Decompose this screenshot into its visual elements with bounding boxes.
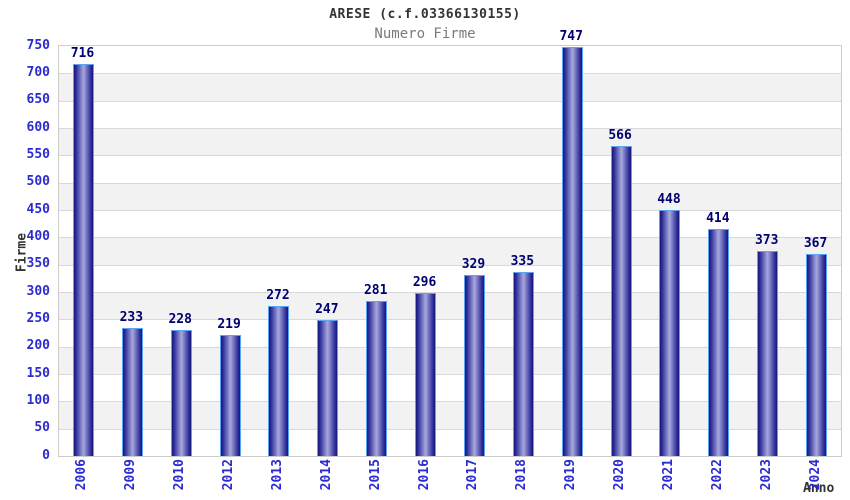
- bar-value-label: 335: [510, 253, 535, 269]
- gridline: [59, 155, 841, 156]
- x-tick-label: 2020: [612, 459, 628, 491]
- y-tick-label: 350: [26, 256, 50, 272]
- bar-value-label: 233: [119, 309, 144, 325]
- bar-2015: [366, 301, 388, 456]
- gridline: [59, 101, 841, 102]
- bar-2021: [659, 210, 681, 456]
- bar-2006: [72, 63, 94, 456]
- x-tick-label: 2016: [416, 459, 432, 491]
- x-tick-label: 2015: [367, 459, 383, 491]
- x-tick-label: 2012: [221, 459, 237, 491]
- plot-band: [59, 128, 841, 156]
- y-tick-label: 100: [26, 392, 50, 408]
- y-tick-label: 0: [42, 447, 50, 463]
- gridline: [59, 183, 841, 184]
- bar-value-label: 367: [803, 236, 828, 252]
- x-tick-label: 2009: [123, 459, 139, 491]
- y-tick-label: 650: [26, 92, 50, 108]
- y-tick-label: 500: [26, 174, 50, 190]
- x-tick-label: 2010: [172, 459, 188, 491]
- x-tick-label: 2021: [660, 459, 676, 491]
- y-tick-label: 200: [26, 338, 50, 354]
- x-tick-label: 2017: [465, 459, 481, 491]
- gridline: [59, 374, 841, 375]
- bar-value-label: 228: [168, 312, 192, 328]
- bar-value-label: 747: [559, 28, 583, 44]
- bar-value-label: 414: [706, 210, 730, 226]
- gridline: [59, 429, 841, 430]
- bar-value-label: 219: [217, 317, 241, 333]
- plot-band: [59, 46, 841, 74]
- gridline: [59, 347, 841, 348]
- bar-2022: [708, 228, 730, 456]
- bar-2016: [415, 293, 437, 456]
- y-tick-label: 300: [26, 283, 50, 299]
- y-tick-label: 600: [26, 119, 50, 135]
- x-tick-label: 2014: [318, 459, 334, 491]
- x-tick-label: 2024: [807, 459, 823, 491]
- bar-value-label: 272: [266, 288, 290, 304]
- gridline: [59, 73, 841, 74]
- gridline: [59, 128, 841, 129]
- gridline: [59, 237, 841, 238]
- bar-2024: [806, 254, 828, 456]
- plot-band: [59, 73, 841, 101]
- gridline: [59, 265, 841, 266]
- bar-2010: [170, 330, 192, 456]
- y-tick-label: 750: [26, 37, 50, 53]
- bar-value-label: 247: [315, 301, 339, 317]
- bar-2009: [121, 327, 143, 456]
- x-tick-label: 2013: [269, 459, 285, 491]
- plot-band: [59, 182, 841, 210]
- y-tick-label: 550: [26, 146, 50, 162]
- y-tick-label: 450: [26, 201, 50, 217]
- chart-title: ARESE (c.f.03366130155): [329, 7, 521, 22]
- bar-value-label: 373: [754, 233, 779, 249]
- bar-value-label: 296: [412, 275, 437, 291]
- bar-2023: [757, 251, 779, 456]
- bar-value-label: 716: [70, 45, 95, 61]
- gridline: [59, 319, 841, 320]
- gridline: [59, 210, 841, 211]
- y-tick-label: 50: [34, 420, 50, 436]
- bar-2014: [317, 319, 339, 456]
- bar-value-label: 566: [608, 127, 632, 143]
- plot-band: [59, 155, 841, 183]
- plot-band: [59, 100, 841, 128]
- bar-value-label: 329: [461, 257, 486, 273]
- bar-value-label: 281: [363, 283, 388, 299]
- bar-2018: [512, 271, 534, 456]
- x-tick-label: 2023: [758, 459, 774, 491]
- x-axis-title: Anno: [803, 481, 835, 496]
- bar-2020: [610, 145, 632, 456]
- bar-2012: [219, 335, 241, 456]
- y-tick-label: 400: [26, 228, 50, 244]
- x-tick-label: 2022: [709, 459, 725, 491]
- plot-area: [58, 45, 842, 457]
- gridline: [59, 292, 841, 293]
- bar-2013: [268, 306, 290, 456]
- y-tick-label: 150: [26, 365, 50, 381]
- x-tick-label: 2018: [514, 459, 530, 491]
- bar-2017: [463, 275, 485, 456]
- bar-2019: [561, 46, 583, 456]
- x-tick-label: 2019: [563, 459, 579, 491]
- bar-value-label: 448: [657, 192, 681, 208]
- x-tick-label: 2006: [74, 459, 90, 491]
- y-tick-label: 250: [26, 310, 50, 326]
- chart-subtitle: Numero Firme: [374, 26, 476, 42]
- gridline: [59, 401, 841, 402]
- y-tick-label: 700: [26, 64, 50, 80]
